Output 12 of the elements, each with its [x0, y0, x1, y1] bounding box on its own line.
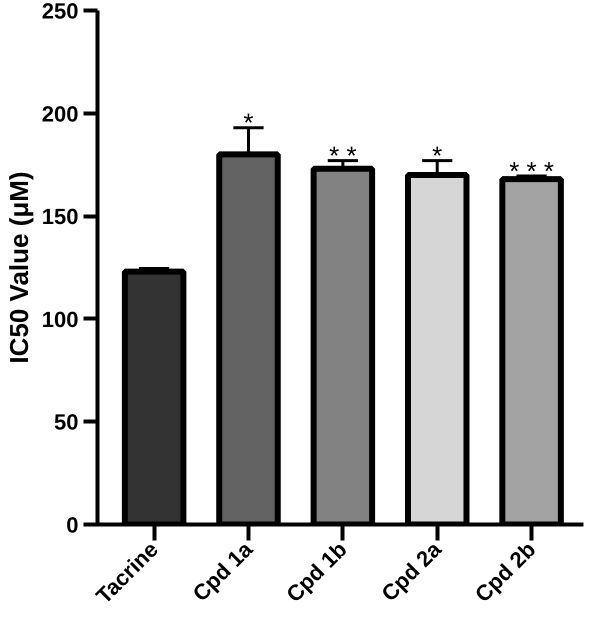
y-tick-label: 150 [42, 204, 79, 230]
y-tick-label: 0 [66, 512, 79, 538]
y-tick-label: 100 [42, 306, 79, 332]
x-tick-label: Cpd 2a [376, 536, 447, 606]
y-tick-label: 250 [42, 0, 79, 24]
annotation: * * * [509, 156, 554, 186]
y-axis-title: IC50 Value (μM) [4, 171, 34, 364]
annotation: * [243, 108, 254, 138]
y-tick-label: 50 [54, 410, 79, 435]
y-tick-label: 200 [42, 101, 79, 126]
annotation: * [432, 140, 442, 171]
annotation: * * [329, 140, 357, 171]
